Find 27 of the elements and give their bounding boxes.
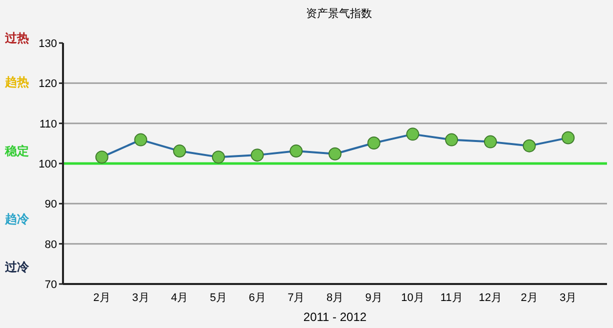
y-tick-label: 110 [39,118,57,130]
x-tick-label: 3月 [132,292,150,304]
text: 过冷 [4,260,30,274]
y-tick-label: 90 [44,198,57,211]
x-tick-label: 2月 [93,292,110,304]
x-tick-label: 6月 [248,292,266,304]
x-axis-title: 2011 - 2012 [303,310,367,324]
x-tick-label: 3月 [560,292,577,304]
x-tick-label: 12月 [478,292,502,304]
text: 趋热 [4,75,29,89]
x-tick-label: 5月 [210,292,227,304]
x-tick-label: 11月 [440,292,463,304]
y-tick-label: 100 [38,158,57,170]
y-tick-label: 70 [44,279,57,291]
text: 过热 [4,31,29,45]
x-tick-label: 10月 [401,292,424,304]
text: 趋冷 [4,212,30,226]
y-tick-label: 120 [38,78,57,90]
x-tick-label: 8月 [326,292,344,304]
x-tick-label: 4月 [171,292,188,304]
y-tick-label: 130 [38,38,57,50]
y-tick-label: 80 [44,238,57,251]
x-tick-label: 2月 [520,292,538,304]
text: 稳定 [4,144,29,158]
x-tick-label: 9月 [365,292,382,304]
x-tick-label: 7月 [288,292,305,304]
chart-title: 资产景气指数 [306,7,372,20]
